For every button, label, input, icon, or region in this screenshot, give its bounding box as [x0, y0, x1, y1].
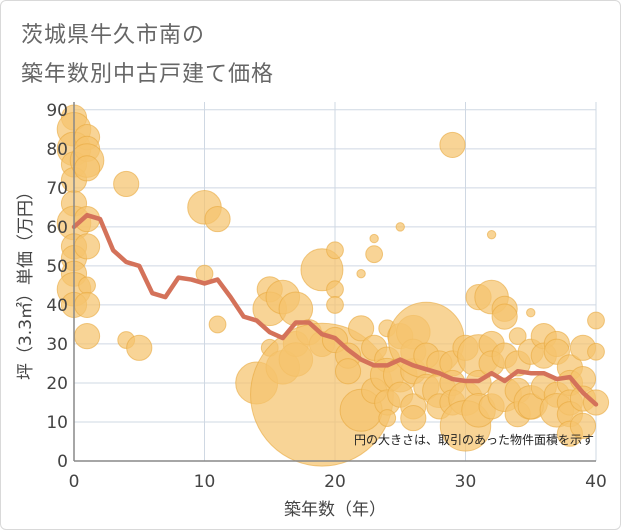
chart-title-line1: 茨城県牛久市南の — [21, 23, 206, 48]
bubble-point — [73, 155, 101, 182]
x-axis-label: 築年数（年） — [284, 500, 386, 520]
bubble-point — [326, 280, 344, 299]
axes — [73, 102, 596, 462]
bubble-point — [78, 276, 96, 295]
bubble-point — [204, 205, 231, 233]
bubble-point — [395, 222, 405, 232]
y-tick-label: 0 — [57, 452, 68, 472]
bubble-point — [587, 311, 605, 330]
bubble-point — [526, 308, 536, 318]
bubble-point — [73, 291, 101, 319]
bubble-point — [348, 315, 375, 342]
x-tick-label: 0 — [69, 472, 80, 492]
tick-labels: 0 10 20 30 40 50 60 70 80 90 0 10 20 30 40 — [46, 101, 606, 492]
y-axis-label: 坪（3.3㎡）単価（万円） — [16, 183, 36, 380]
y-tick-label: 10 — [46, 413, 68, 433]
bubble-point — [326, 296, 344, 314]
bubble-point — [365, 245, 384, 264]
bubble-point — [126, 334, 153, 361]
x-tick-label: 10 — [194, 472, 216, 492]
y-tick-label: 60 — [46, 218, 68, 238]
x-tick-label: 30 — [455, 472, 477, 492]
bubble-point — [326, 241, 344, 260]
bubble-point — [73, 233, 101, 260]
bubble-size-note: 円の大きさは、取引のあった物件面積を示す — [354, 432, 594, 447]
trend-line-series — [71, 212, 599, 407]
bubble-point — [334, 358, 362, 385]
bubble-point — [508, 327, 527, 346]
trend-line — [71, 212, 599, 407]
y-tick-label: 50 — [46, 257, 68, 277]
y-tick-label: 90 — [46, 101, 68, 121]
y-tick-label: 30 — [46, 335, 68, 355]
x-tick-label: 40 — [585, 472, 607, 492]
bubble-point — [369, 233, 379, 244]
bubble-point — [113, 170, 140, 198]
y-tick-label: 70 — [46, 179, 68, 199]
bubble-point — [400, 404, 427, 432]
bubble-point — [486, 229, 497, 240]
y-tick-label: 40 — [46, 296, 68, 316]
chart-title-line2: 築年数別中古戸建て価格 — [21, 62, 275, 87]
bubble-point — [439, 131, 466, 159]
bubble-point — [73, 323, 101, 350]
bubble-point — [208, 315, 227, 334]
bubble-point — [491, 303, 518, 330]
x-tick-label: 20 — [324, 472, 346, 492]
bubble-point — [356, 268, 366, 279]
bubble-point — [378, 409, 397, 427]
bubble-point — [569, 412, 597, 439]
y-tick-label: 80 — [46, 140, 68, 160]
y-tick-label: 20 — [46, 374, 68, 394]
bubble-point — [587, 342, 605, 361]
bubble-point — [300, 248, 344, 292]
bubble-series — [56, 104, 610, 467]
